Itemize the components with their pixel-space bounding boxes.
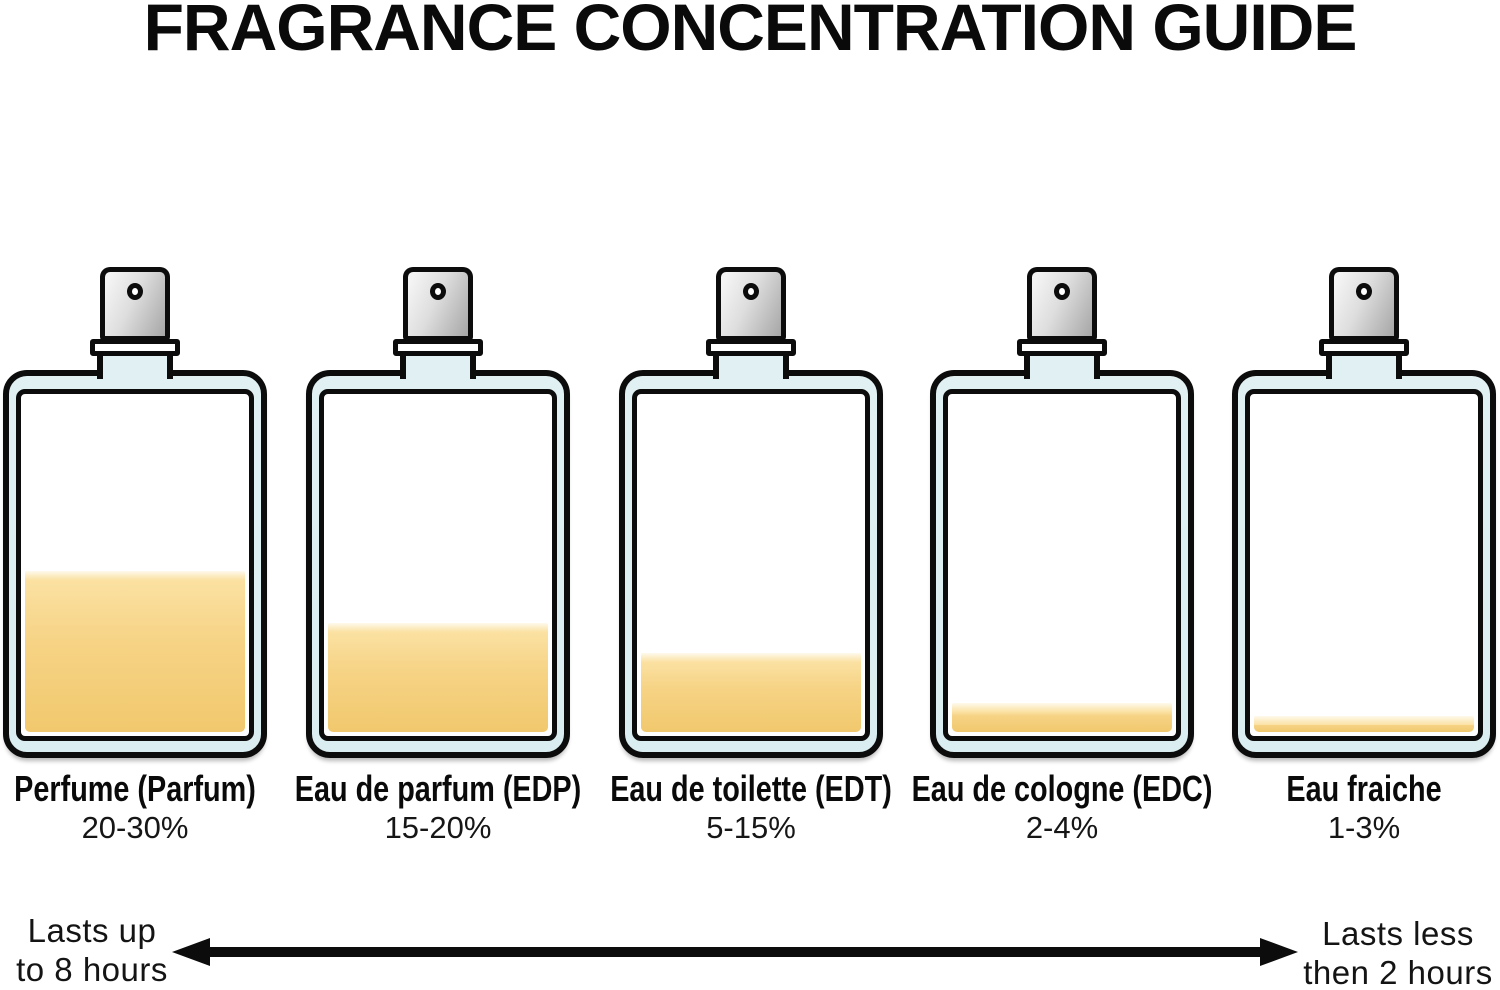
cap-collar: [393, 339, 483, 356]
bottle-body: [619, 370, 883, 758]
bottle-eau-de-cologne: Eau de cologne (EDC) 2-4%: [912, 265, 1212, 865]
nozzle-hole-center: [132, 288, 138, 295]
bottle-label: Eau de parfum (EDP) 15-20%: [259, 771, 617, 845]
bottle-eau-de-toilette: Eau de toilette (EDT) 5-15%: [610, 265, 892, 865]
concentration-range: 20-30%: [81, 810, 189, 845]
nozzle-hole-icon: [1054, 283, 1070, 300]
bottle-inner-chamber: [16, 389, 254, 741]
concentration-range: 1-3%: [1327, 810, 1401, 845]
duration-left-label: Lasts up to 8 hours: [6, 911, 178, 989]
nozzle-hole-center: [1059, 288, 1065, 295]
duration-right-line1: Lasts less: [1322, 915, 1474, 952]
cap-collar: [1017, 339, 1107, 356]
bottle-body: [3, 370, 267, 758]
nozzle-hole-center: [1361, 288, 1367, 295]
cap-collar: [90, 339, 180, 356]
bottle-neck: [1024, 353, 1100, 379]
arrow-left-head-icon: [172, 938, 210, 966]
nozzle-hole-center: [748, 288, 754, 295]
bottle-perfume-parfum: Perfume (Parfum) 20-30%: [3, 265, 267, 865]
bottle-label: Eau de toilette (EDT) 5-15%: [575, 771, 927, 845]
sprayer-cap: [1329, 267, 1399, 341]
liquid-fill: [25, 571, 245, 732]
fragrance-name: Eau de parfum (EDP): [294, 768, 582, 809]
bottle-label: Eau fraiche 1-3%: [1267, 771, 1461, 845]
duration-left-line2: to 8 hours: [16, 951, 168, 988]
duration-arrow-shaft: [205, 947, 1267, 957]
sprayer-cap: [716, 267, 786, 341]
concentration-range: 5-15%: [706, 810, 796, 845]
concentration-range: 15-20%: [384, 810, 492, 845]
bottle-neck: [97, 353, 173, 379]
bottle-inner-chamber: [632, 389, 870, 741]
fragrance-name: Eau fraiche: [1286, 768, 1442, 809]
duration-right-line2: then 2 hours: [1303, 954, 1493, 990]
bottle-neck: [400, 353, 476, 379]
bottle-eau-fraiche: Eau fraiche 1-3%: [1232, 265, 1496, 865]
nozzle-hole-center: [435, 288, 441, 295]
concentration-range: 2-4%: [1025, 810, 1099, 845]
liquid-fill: [1254, 715, 1474, 732]
fragrance-name: Perfume (Parfum): [14, 768, 256, 809]
fragrance-name: Eau de toilette (EDT): [610, 768, 892, 809]
bottle-label: Perfume (Parfum) 20-30%: [0, 771, 286, 845]
duration-left-line1: Lasts up: [27, 912, 157, 949]
bottle-eau-de-parfum: Eau de parfum (EDP) 15-20%: [295, 265, 581, 865]
liquid-fill: [641, 653, 861, 732]
cap-collar: [706, 339, 796, 356]
bottle-label: Eau de cologne (EDC) 2-4%: [874, 771, 1250, 845]
bottle-neck: [1326, 353, 1402, 379]
liquid-fill: [952, 702, 1172, 732]
bottle-neck: [713, 353, 789, 379]
sprayer-cap: [1027, 267, 1097, 341]
bottle-inner-chamber: [943, 389, 1181, 741]
bottle-body: [306, 370, 570, 758]
sprayer-cap: [403, 267, 473, 341]
bottle-inner-chamber: [319, 389, 557, 741]
cap-collar: [1319, 339, 1409, 356]
bottle-body: [1232, 370, 1496, 758]
page-title: FRAGRANCE CONCENTRATION GUIDE: [143, 0, 1358, 64]
nozzle-hole-icon: [430, 283, 446, 300]
duration-right-label: Lasts less then 2 hours: [1292, 914, 1500, 990]
nozzle-hole-icon: [1356, 283, 1372, 300]
arrow-right-head-icon: [1260, 938, 1298, 966]
nozzle-hole-icon: [743, 283, 759, 300]
liquid-fill: [328, 622, 548, 732]
sprayer-cap: [100, 267, 170, 341]
fragrance-name: Eau de cologne (EDC): [911, 768, 1213, 809]
bottle-body: [930, 370, 1194, 758]
bottle-inner-chamber: [1245, 389, 1483, 741]
nozzle-hole-icon: [127, 283, 143, 300]
